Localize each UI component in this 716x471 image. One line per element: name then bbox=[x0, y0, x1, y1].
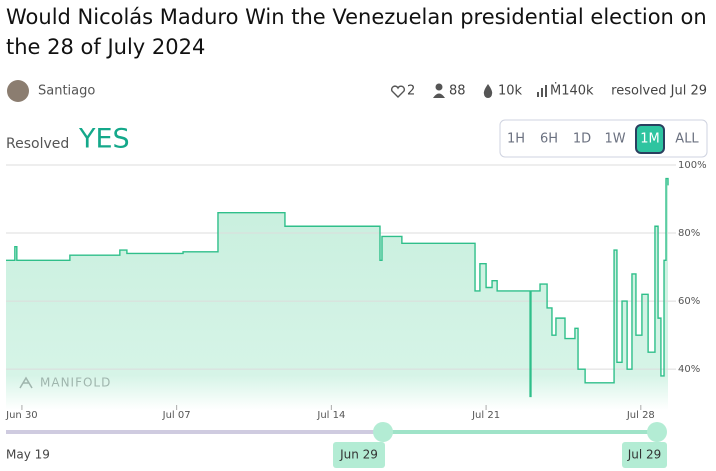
liquidity: 10k bbox=[498, 84, 523, 99]
volume-icon bbox=[537, 85, 547, 97]
traders-icon-body bbox=[433, 93, 445, 98]
slider-start: May 19 bbox=[6, 448, 50, 462]
slider-handle[interactable] bbox=[373, 422, 393, 442]
time-button[interactable]: 1W bbox=[604, 132, 625, 147]
like-icon[interactable] bbox=[390, 85, 406, 98]
time-button-active[interactable] bbox=[635, 124, 665, 154]
liquidity-icon bbox=[483, 84, 493, 98]
resolution-outcome: YES bbox=[78, 124, 130, 155]
x-tick-label: Jul 14 bbox=[316, 410, 345, 421]
resolved-label: Resolved bbox=[6, 136, 69, 152]
x-tick-label: Jul 28 bbox=[626, 410, 655, 421]
time-button[interactable]: 1D bbox=[573, 132, 591, 147]
slider-label: Jul 29 bbox=[627, 448, 662, 462]
slider-handle[interactable] bbox=[647, 422, 667, 442]
resolved-date: resolved Jul 29 bbox=[611, 84, 707, 99]
x-tick-label: Jul 21 bbox=[471, 410, 500, 421]
slider-label-box bbox=[333, 442, 385, 468]
area-fill bbox=[6, 178, 668, 410]
y-tick-label: 100% bbox=[678, 160, 707, 171]
watermark-logo bbox=[19, 376, 33, 389]
slider-label: Jun 29 bbox=[339, 448, 378, 462]
x-tick-label: Jun 30 bbox=[5, 410, 38, 421]
y-tick-label: 80% bbox=[678, 228, 700, 239]
price-line bbox=[6, 177, 669, 398]
x-tick-label: Jul 07 bbox=[162, 410, 191, 421]
author[interactable]: Santiago bbox=[38, 84, 95, 99]
avatar[interactable] bbox=[7, 80, 29, 102]
time-button[interactable]: 1H bbox=[507, 132, 525, 147]
likes: 2 bbox=[407, 84, 415, 99]
question-title: Would Nicolás Maduro Win the Venezuelan … bbox=[6, 5, 707, 59]
time-button[interactable]: 1M bbox=[640, 132, 660, 147]
traders: 88 bbox=[449, 84, 466, 99]
traders-icon bbox=[435, 83, 443, 91]
time-button[interactable]: ALL bbox=[675, 132, 699, 147]
y-tick-label: 40% bbox=[678, 364, 700, 375]
slider-label-box bbox=[622, 442, 667, 468]
y-tick-label: 60% bbox=[678, 296, 700, 307]
volume: Ṁ140k bbox=[550, 83, 594, 99]
time-button[interactable]: 6H bbox=[540, 132, 558, 147]
watermark: MANIFOLD bbox=[40, 376, 111, 390]
